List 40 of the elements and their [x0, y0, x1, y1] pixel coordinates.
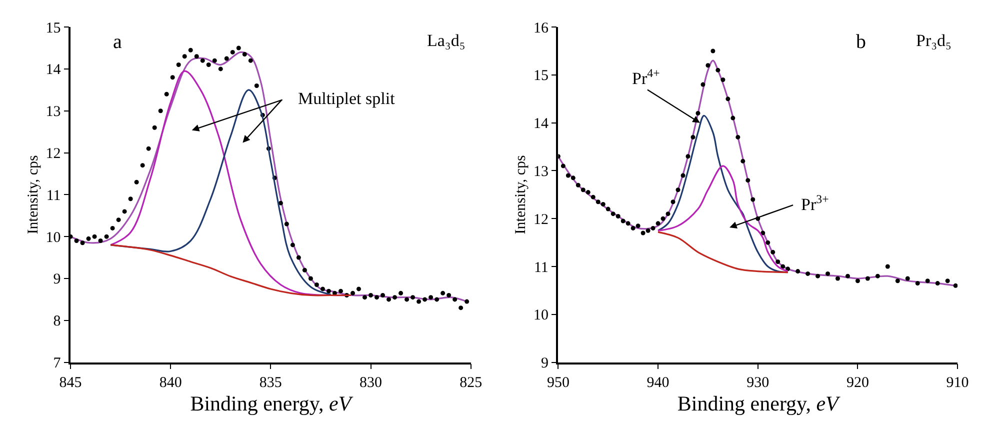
y-tick-label: 12	[46, 146, 61, 162]
annotation: Pr$^{3+}$	[801, 192, 830, 214]
y-tick-label: 16	[533, 20, 549, 36]
annotation: a	[113, 31, 122, 53]
annotation: La₃d₅	[427, 31, 466, 50]
annotation: Pr$^{4+}$	[632, 66, 660, 88]
y-tick-label: 12	[533, 212, 548, 228]
y-tick-label: 11	[534, 260, 548, 276]
y-tick-label: 15	[46, 20, 61, 36]
x-tick-label: 830	[360, 375, 382, 392]
y-tick-label: 11	[46, 188, 61, 204]
x-tick-label: 845	[59, 375, 82, 392]
y-tick-label: 13	[46, 104, 61, 120]
x-tick-label: 950	[546, 375, 570, 392]
y-tick-label: 10	[533, 308, 548, 324]
line-series	[657, 231, 789, 274]
y-tick-label: 13	[533, 164, 548, 180]
y-axis-title: Intensity, cps	[26, 155, 42, 234]
annotation: b	[856, 31, 866, 53]
y-tick-label: 7	[53, 356, 62, 372]
y-tick-label: 9	[540, 356, 548, 372]
x-tick-label: 840	[159, 375, 182, 392]
x-tick-label: 910	[946, 375, 969, 392]
line-series	[657, 165, 789, 272]
x-axis-title: Binding energy, eV	[190, 392, 354, 416]
x-tick-label: 835	[259, 375, 282, 392]
annotation: Pr₃d₅	[916, 31, 952, 50]
x-tick-label: 940	[646, 375, 670, 392]
y-tick-label: 14	[46, 62, 62, 78]
x-tick-label: 825	[460, 375, 482, 392]
y-tick-label: 14	[533, 116, 549, 132]
annotation: Multiplet split	[298, 89, 396, 108]
x-tick-label: 930	[746, 375, 770, 392]
y-tick-label: 9	[53, 272, 61, 288]
y-tick-label: 15	[533, 68, 548, 84]
y-tick-label: 10	[46, 230, 61, 246]
y-axis-title: Intensity, cps	[513, 155, 530, 234]
x-tick-label: 920	[846, 375, 869, 392]
y-tick-label: 8	[53, 314, 61, 330]
x-axis-title: Binding energy, eV	[677, 392, 841, 416]
